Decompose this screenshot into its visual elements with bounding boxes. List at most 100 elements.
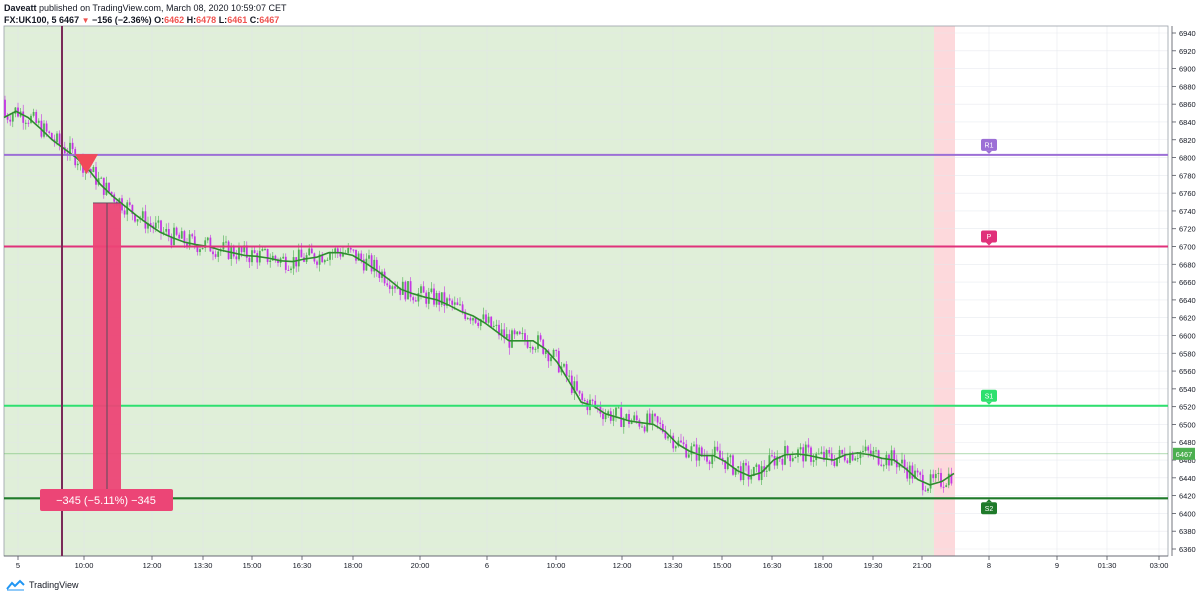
- candle-body: [409, 281, 412, 298]
- candle-body: [656, 416, 659, 423]
- candle-body: [401, 281, 404, 295]
- candle-body: [162, 231, 165, 233]
- candle-body: [147, 223, 149, 229]
- candle-body: [269, 260, 272, 262]
- candle-body: [323, 260, 326, 263]
- candle-body: [453, 302, 456, 305]
- candle-body: [513, 330, 516, 335]
- candle-body: [225, 241, 227, 243]
- candle-body: [895, 459, 898, 468]
- candle-body: [581, 393, 584, 400]
- candle-body: [719, 450, 721, 458]
- publisher-name[interactable]: Daveatt: [4, 3, 37, 13]
- candle-body: [854, 458, 857, 461]
- candle-body: [674, 446, 677, 449]
- candle-body: [518, 331, 521, 334]
- time-tick-label: 19:30: [864, 561, 883, 570]
- current-price-label: 6467: [1176, 450, 1193, 459]
- candle-body: [654, 413, 656, 417]
- candle-body: [843, 453, 846, 461]
- candle-body: [745, 462, 747, 466]
- sell-signal-icon[interactable]: [75, 154, 98, 175]
- down-arrow-icon: ▼: [81, 16, 90, 25]
- price-tick-label: 6920: [1179, 47, 1196, 56]
- time-tick-label: 15:00: [713, 561, 732, 570]
- candle-body: [791, 458, 794, 462]
- candle-body: [373, 259, 376, 272]
- candle-body: [672, 435, 675, 449]
- candle-body: [677, 440, 680, 447]
- candle-body: [550, 357, 552, 362]
- candle-body: [646, 413, 649, 432]
- candle-body: [95, 166, 97, 185]
- candle-body: [240, 247, 243, 253]
- level-tag-s2[interactable]: [981, 502, 997, 515]
- candle-body: [50, 132, 53, 140]
- current-price-tag: [1173, 447, 1195, 460]
- candle-body: [804, 444, 807, 462]
- candle-body: [370, 255, 373, 272]
- open-value: 6462: [164, 15, 185, 25]
- candle-body: [659, 422, 662, 424]
- candle-body: [105, 182, 108, 195]
- candle-body: [872, 450, 875, 455]
- candle-body: [911, 465, 914, 479]
- candle-body: [287, 269, 290, 271]
- candle-body: [334, 248, 337, 253]
- level-tag-label: S1: [985, 393, 994, 400]
- candle-body: [906, 467, 909, 479]
- candle-body: [248, 257, 251, 263]
- tradingview-brand[interactable]: TradingView: [29, 580, 79, 590]
- candle-body: [417, 293, 420, 302]
- price-tick-label: 6760: [1179, 189, 1196, 198]
- candle-body: [713, 446, 716, 456]
- candle-body: [487, 316, 490, 323]
- candle-body: [160, 220, 162, 233]
- candle-body: [916, 470, 919, 473]
- candle-body: [602, 413, 604, 420]
- candle-body: [758, 464, 760, 481]
- footer: TradingView: [6, 578, 79, 592]
- candle-body: [360, 253, 363, 260]
- candle-body: [859, 452, 862, 459]
- candle-body: [893, 450, 896, 460]
- candle-body: [196, 245, 199, 253]
- level-tag-pointer: [986, 242, 992, 246]
- candle-body: [430, 288, 433, 293]
- candle-body: [48, 131, 51, 133]
- candle-body: [386, 283, 389, 286]
- candle-body: [4, 99, 6, 117]
- close-label: C:: [249, 15, 260, 25]
- candle-body: [583, 399, 586, 401]
- candle-body: [825, 450, 828, 460]
- time-tick-label: 16:30: [293, 561, 312, 570]
- level-tag-p[interactable]: [981, 230, 997, 243]
- candle-body: [134, 213, 136, 222]
- tradingview-logo-icon: [6, 579, 25, 591]
- candle-body: [131, 204, 134, 214]
- candle-body: [141, 211, 144, 219]
- candle-body: [438, 293, 441, 305]
- candle-body: [737, 466, 740, 469]
- candle-body: [144, 211, 147, 229]
- candle-body: [716, 446, 719, 451]
- candle-body: [820, 451, 823, 454]
- level-tag-label: R1: [985, 142, 994, 149]
- candle-body: [56, 133, 58, 143]
- symbol-label: FX:UK100, 5: [4, 15, 57, 25]
- candle-body: [934, 473, 937, 479]
- candle-body: [357, 253, 360, 261]
- price-tick-label: 6420: [1179, 492, 1196, 501]
- candle-body: [92, 166, 95, 173]
- candle-body: [768, 455, 771, 471]
- candle-body: [108, 182, 110, 192]
- candle-body: [178, 234, 181, 239]
- candle-body: [479, 319, 482, 326]
- candle-body: [919, 472, 922, 475]
- level-tag-r1[interactable]: [981, 138, 997, 151]
- candle-body: [568, 375, 571, 377]
- level-tag-s1[interactable]: [981, 389, 997, 402]
- candle-body: [32, 111, 35, 116]
- last-price: 6467: [59, 15, 80, 25]
